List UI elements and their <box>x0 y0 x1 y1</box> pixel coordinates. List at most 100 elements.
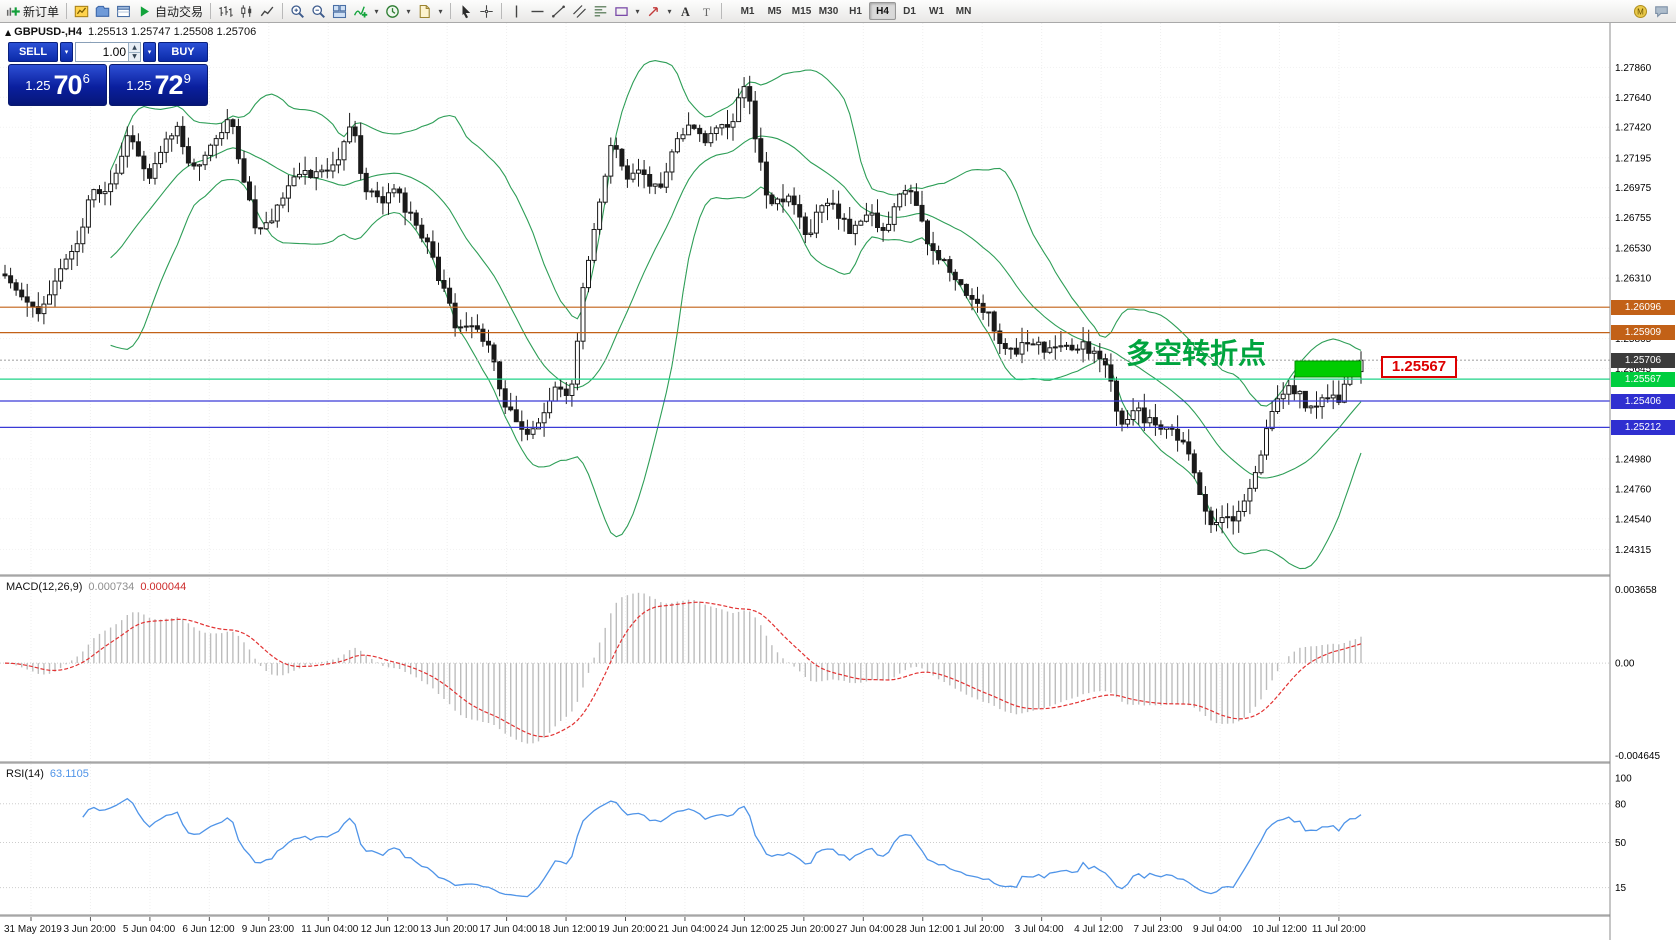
symbol-marker-icon: ▲ <box>5 28 12 37</box>
svg-text:1.27860: 1.27860 <box>1615 63 1652 74</box>
profiles-button[interactable] <box>92 1 113 21</box>
arrows-button[interactable] <box>643 1 664 21</box>
timeframe-switcher: M1 M5 M15 M30 H1 H4 D1 W1 MN <box>734 2 977 20</box>
price-line-badge[interactable]: 1.26096 <box>1611 299 1675 315</box>
trendline-button[interactable] <box>548 1 569 21</box>
arrows-icon <box>648 6 658 16</box>
indicators-dropdown-icon[interactable]: ▾ <box>374 6 379 16</box>
time-axis[interactable] <box>0 917 1610 940</box>
arrows-dropdown-icon[interactable]: ▾ <box>667 6 672 16</box>
highlight-rectangle[interactable] <box>1295 361 1361 377</box>
timeframe-m5-button[interactable]: M5 <box>767 5 782 17</box>
svg-text:6 Jun 12:00: 6 Jun 12:00 <box>182 924 235 935</box>
price-axis[interactable] <box>1610 23 1676 940</box>
toolbar-separator <box>282 3 284 19</box>
community-icon: M <box>1633 4 1648 18</box>
candlestick-chart-icon <box>241 4 252 18</box>
equidistant-channel-icon <box>573 4 586 18</box>
volume-up-icon[interactable]: ▲ <box>128 43 140 52</box>
buy-button[interactable]: BUY <box>158 42 208 62</box>
price-line-badge[interactable]: 1.25567 <box>1611 371 1675 387</box>
new-order-button[interactable]: 新订单 <box>2 1 62 21</box>
svg-text:5 Jun 04:00: 5 Jun 04:00 <box>123 924 176 935</box>
svg-text:1.25645: 1.25645 <box>1615 364 1652 375</box>
label-button[interactable]: T <box>696 1 717 21</box>
text-button[interactable]: A <box>675 1 696 21</box>
equidistant-channel-button[interactable] <box>569 1 590 21</box>
svg-text:24 Jun 12:00: 24 Jun 12:00 <box>717 924 775 935</box>
rsi-label: RSI(14) 63.1105 <box>6 768 89 780</box>
price-chart-pane[interactable] <box>0 23 1610 575</box>
sell-dropdown-icon[interactable]: ▾ <box>60 42 73 62</box>
svg-text:1.24540: 1.24540 <box>1615 514 1652 525</box>
buy-dropdown-icon[interactable]: ▾ <box>143 42 156 62</box>
horizontal-line-button[interactable] <box>527 1 548 21</box>
svg-text:7 Jul 23:00: 7 Jul 23:00 <box>1134 924 1183 935</box>
timeframe-m1-button[interactable]: M1 <box>740 5 755 17</box>
vertical-line-button[interactable] <box>506 1 527 21</box>
fibonacci-button[interactable] <box>590 1 611 21</box>
svg-text:0.00: 0.00 <box>1615 659 1635 670</box>
sell-price-big: 70 <box>53 69 83 100</box>
periods-dropdown-icon[interactable]: ▾ <box>406 6 411 16</box>
rsi-pane[interactable] <box>0 764 1610 915</box>
timeframe-m30-button[interactable]: M30 <box>818 5 839 17</box>
shapes-dropdown-icon[interactable]: ▾ <box>635 6 640 16</box>
volume-down-icon[interactable]: ▼ <box>128 51 140 61</box>
autotrading-button[interactable]: 自动交易 <box>134 1 206 21</box>
line-chart-button[interactable] <box>257 1 278 21</box>
svg-text:11 Jul 20:00: 11 Jul 20:00 <box>1312 924 1366 935</box>
periods-icon <box>386 4 399 18</box>
price-line-badge[interactable]: 1.25406 <box>1611 393 1675 409</box>
macd-signal-value: 0.000044 <box>140 581 187 593</box>
templates-button[interactable] <box>414 1 435 21</box>
svg-text:1.26530: 1.26530 <box>1615 244 1652 255</box>
toolbar-separator <box>721 3 723 19</box>
svg-text:11 Jun 04:00: 11 Jun 04:00 <box>301 924 359 935</box>
crosshair-icon <box>480 4 493 18</box>
bar-chart-button[interactable] <box>215 1 236 21</box>
price-line-badge[interactable]: 1.25706 <box>1611 352 1675 368</box>
community-button[interactable]: M <box>1630 1 1651 21</box>
crosshair-button[interactable] <box>476 1 497 21</box>
new-chart-button[interactable] <box>71 1 92 21</box>
candlestick-chart-button[interactable] <box>236 1 257 21</box>
periods-button[interactable] <box>382 1 403 21</box>
timeframe-d1-button[interactable]: D1 <box>903 5 916 17</box>
trendline-icon <box>552 5 565 17</box>
buy-price-pip: 9 <box>183 70 191 86</box>
timeframe-h1-button[interactable]: H1 <box>849 5 862 17</box>
volume-input[interactable] <box>76 43 128 61</box>
shapes-button[interactable] <box>611 1 632 21</box>
templates-dropdown-icon[interactable]: ▾ <box>438 6 443 16</box>
zoom-out-icon <box>312 4 325 18</box>
timeframe-m15-button[interactable]: M15 <box>791 5 812 17</box>
macd-pane[interactable] <box>0 577 1610 762</box>
timeframe-w1-button[interactable]: W1 <box>929 5 945 17</box>
label-icon: T <box>703 5 710 18</box>
fibonacci-icon <box>594 5 607 16</box>
price-flag-label[interactable]: 1.25567 <box>1381 356 1457 378</box>
rsi-value: 63.1105 <box>49 768 89 780</box>
zoom-out-button[interactable] <box>308 1 329 21</box>
price-line-badge[interactable]: 1.25909 <box>1611 325 1675 341</box>
svg-text:4 Jul 12:00: 4 Jul 12:00 <box>1074 924 1123 935</box>
annotation-text[interactable]: 多空转折点 <box>1126 337 1267 370</box>
rsi-name: RSI(14) <box>6 768 44 780</box>
sell-button[interactable]: SELL <box>8 42 58 62</box>
buy-price-button[interactable]: 1.25 72 9 <box>109 64 208 106</box>
svg-text:-0.004645: -0.004645 <box>1615 751 1660 762</box>
timeframe-mn-button[interactable]: MN <box>955 5 972 17</box>
data-window-button[interactable] <box>113 1 134 21</box>
indicators-button[interactable] <box>350 1 371 21</box>
chat-button[interactable] <box>1651 1 1672 21</box>
price-line-badge[interactable]: 1.25212 <box>1611 419 1675 435</box>
cursor-icon <box>462 4 471 18</box>
cursor-button[interactable] <box>455 1 476 21</box>
tile-windows-button[interactable] <box>329 1 350 21</box>
zoom-in-button[interactable] <box>287 1 308 21</box>
timeframe-h4-button[interactable]: H4 <box>869 2 897 20</box>
sell-price-button[interactable]: 1.25 70 6 <box>8 64 107 106</box>
